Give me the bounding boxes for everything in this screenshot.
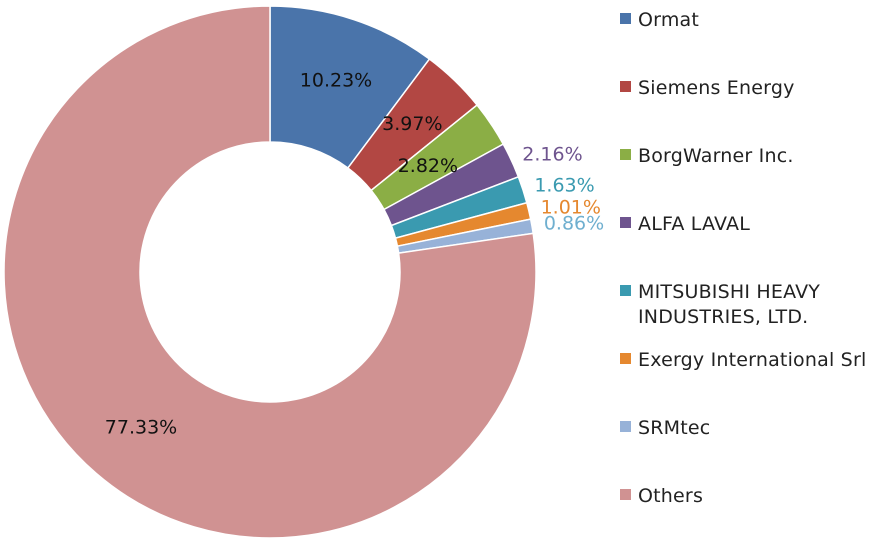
legend-item-alfa-laval: ALFA LAVAL — [620, 212, 750, 237]
data-label-mitsubishi-heavy-industries-ltd: 1.63% — [534, 174, 594, 196]
data-label-ormat: 10.23% — [300, 70, 372, 92]
slices-layer — [3, 5, 537, 539]
data-labels-layer: 10.23% 3.97% 2.82% 2.16% 1.63%1.01%0.86% 77.3… — [105, 70, 604, 439]
legend-item-borgwarner-inc: BorgWarner Inc. — [620, 144, 794, 169]
data-label-alfa-laval: 2.16% — [522, 144, 582, 166]
legend-label: SRMtec — [638, 417, 711, 439]
legend-label: Siemens Energy — [638, 77, 795, 99]
legend-label: ALFA LAVAL — [638, 213, 750, 235]
legend-label: MITSUBISHI HEAVY INDUSTRIES, LTD. — [638, 281, 821, 328]
legend-swatch — [620, 149, 631, 160]
data-label-others: 77.33% — [105, 417, 177, 439]
legend-item-mitsubishi-heavy-industries-ltd: MITSUBISHI HEAVY INDUSTRIES, LTD. — [620, 280, 820, 330]
legend-swatch — [620, 285, 631, 296]
legend-label: Others — [638, 485, 704, 507]
legend-item-others: Others — [620, 484, 703, 509]
legend: Ormat Siemens Energy BorgWarner Inc. ALFA L… — [620, 0, 884, 546]
legend-label: Exergy International Srl — [638, 349, 867, 371]
legend-item-srmtec: SRMtec — [620, 416, 710, 441]
legend-swatch — [620, 13, 631, 24]
data-label-exergy-international-srl: 1.01% — [541, 197, 601, 219]
legend-label: Ormat — [638, 9, 700, 31]
legend-item-exergy-international-srl: Exergy International Srl — [620, 348, 866, 373]
legend-item-ormat: Ormat — [620, 8, 699, 33]
legend-swatch — [620, 421, 631, 432]
legend-label: BorgWarner Inc. — [638, 145, 794, 167]
legend-swatch — [620, 81, 631, 92]
slice-others — [3, 5, 537, 539]
legend-swatch — [620, 353, 631, 364]
data-label-siemens-energy: 3.97% — [382, 113, 442, 135]
legend-swatch — [620, 489, 631, 500]
legend-item-siemens-energy: Siemens Energy — [620, 76, 795, 101]
data-label-borgwarner-inc: 2.82% — [398, 155, 458, 177]
data-label-srmtec: 0.86% — [544, 213, 604, 235]
legend-swatch — [620, 217, 631, 228]
